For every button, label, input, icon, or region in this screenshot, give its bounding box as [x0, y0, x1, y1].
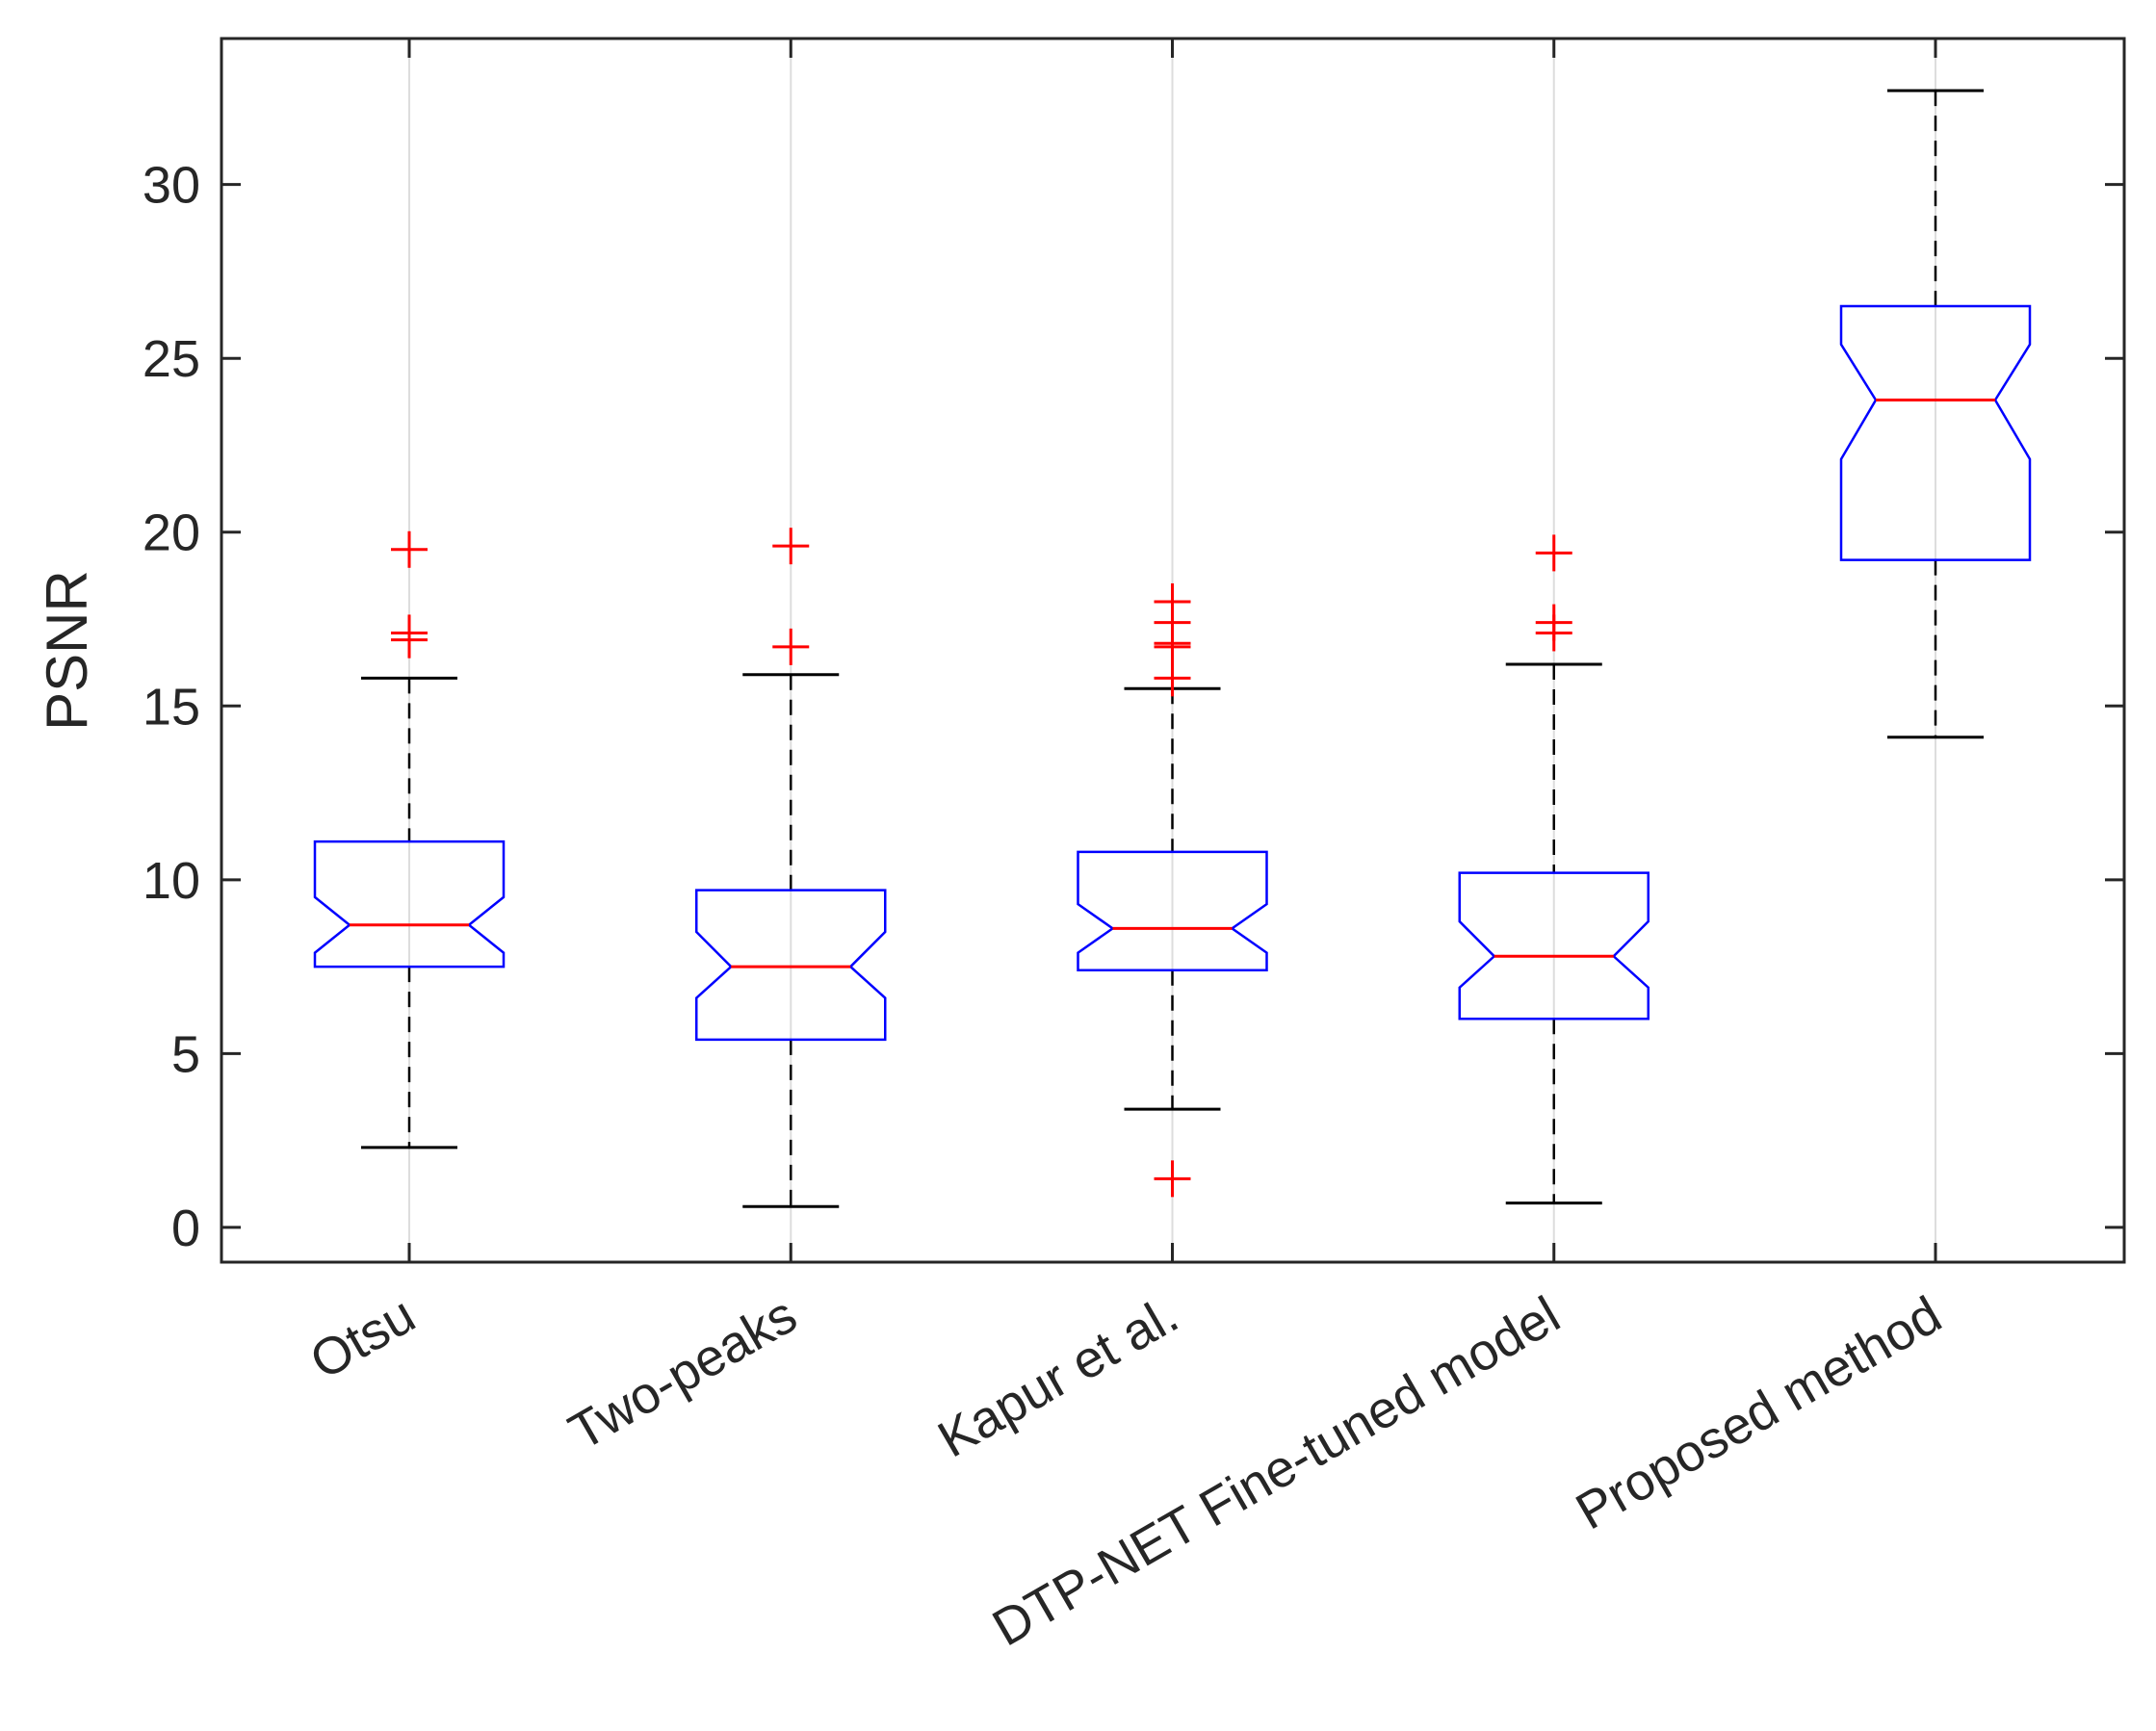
axes-layer	[220, 37, 2126, 1264]
outlier-1-1	[772, 528, 810, 565]
ytick-label-2: 10	[143, 852, 200, 910]
outlier-2-0	[1154, 1160, 1191, 1198]
outlier-2-5	[1154, 582, 1191, 620]
ytick-label-3: 15	[143, 678, 200, 736]
box-group-2	[1077, 582, 1268, 1198]
notched-box-2	[1077, 850, 1268, 971]
outlier-3-1	[1535, 604, 1572, 641]
category-label-1: Two-peaks	[559, 1285, 806, 1461]
box-group-4	[1839, 89, 2032, 739]
ytick-label-1: 5	[171, 1025, 200, 1083]
box-group-1	[695, 528, 887, 1208]
box-layer	[313, 89, 2032, 1208]
ytick-label-4: 20	[143, 504, 200, 562]
notched-box-0	[313, 840, 506, 969]
ytick-label-0: 0	[171, 1200, 200, 1257]
outlier-1-0	[772, 628, 810, 665]
box-group-3	[1458, 534, 1649, 1205]
category-label-4: Proposed method	[1567, 1285, 1951, 1540]
category-label-2: Kapur et al.	[928, 1285, 1187, 1468]
box-group-0	[313, 530, 506, 1150]
notched-box-4	[1839, 304, 2032, 561]
outlier-2-1	[1154, 659, 1191, 697]
ytick-label-5: 25	[143, 330, 200, 388]
notched-box-1	[695, 889, 887, 1042]
outlier-0-1	[391, 614, 428, 652]
outlier-0-2	[391, 530, 428, 568]
y-axis-title: PSNR	[35, 570, 99, 731]
ytick-label-6: 30	[143, 157, 200, 215]
notched-box-3	[1458, 871, 1649, 1021]
category-label-0: Otsu	[300, 1285, 425, 1390]
outlier-3-2	[1535, 534, 1572, 572]
